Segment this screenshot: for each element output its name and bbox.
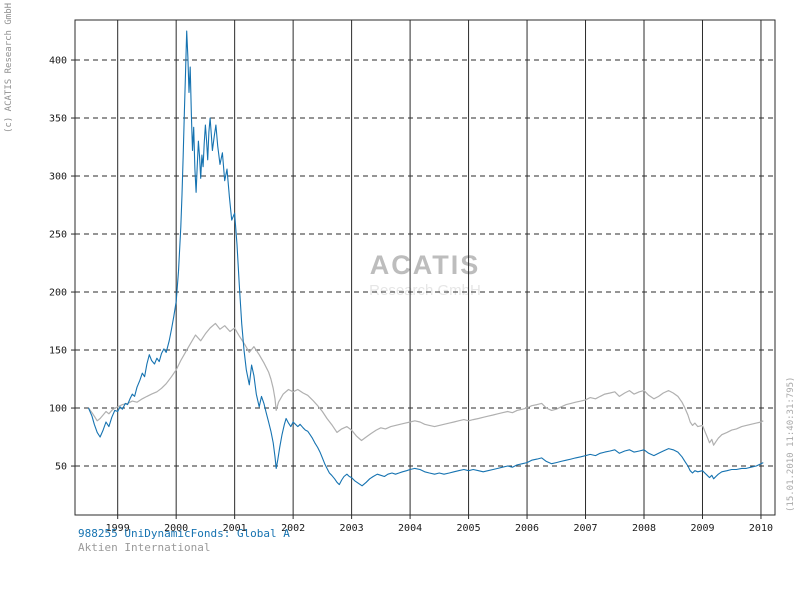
x-tick-label: 2009: [690, 523, 714, 534]
x-tick-label: 1999: [106, 523, 130, 534]
x-tick-label: 2010: [749, 523, 773, 534]
x-tick-label: 2000: [164, 523, 188, 534]
y-tick-label: 350: [49, 114, 67, 125]
legend: 988255 UniDynamicFonds: Global A Aktien …: [78, 527, 290, 555]
plot-border: [74, 19, 776, 516]
copyright-vertical-text: (c) ACATIS Research GmbH: [4, 2, 14, 133]
x-tick-label: 2006: [515, 523, 539, 534]
x-tick-label: 2005: [457, 523, 481, 534]
y-tick-label: 200: [49, 288, 67, 299]
y-tick-label: 300: [49, 172, 67, 183]
series-line-fund: [87, 30, 764, 487]
timestamp-vertical-text: (15.01.2010 11:40:31:795): [786, 376, 796, 512]
x-tick-label: 2008: [632, 523, 656, 534]
x-tick-label: 2007: [573, 523, 597, 534]
x-tick-label: 2002: [281, 523, 305, 534]
y-tick-label: 250: [49, 230, 67, 241]
y-tick-label: 400: [49, 56, 67, 67]
legend-fund-label: 988255 UniDynamicFonds: Global A: [78, 527, 290, 540]
y-tick-label: 150: [49, 346, 67, 357]
chart-canvas: 1999 2000 2001 2002 2003 2004 2005 2006 2007 2008…: [49, 19, 776, 534]
series-line-benchmark: [88, 322, 764, 446]
y-tick-label: 50: [55, 462, 67, 473]
y-tick-label: 100: [49, 404, 67, 415]
x-tick-label: 2001: [223, 523, 247, 534]
legend-benchmark-label: Aktien International: [78, 541, 211, 554]
x-tick-label: 2003: [340, 523, 364, 534]
x-tick-label: 2004: [398, 523, 422, 534]
